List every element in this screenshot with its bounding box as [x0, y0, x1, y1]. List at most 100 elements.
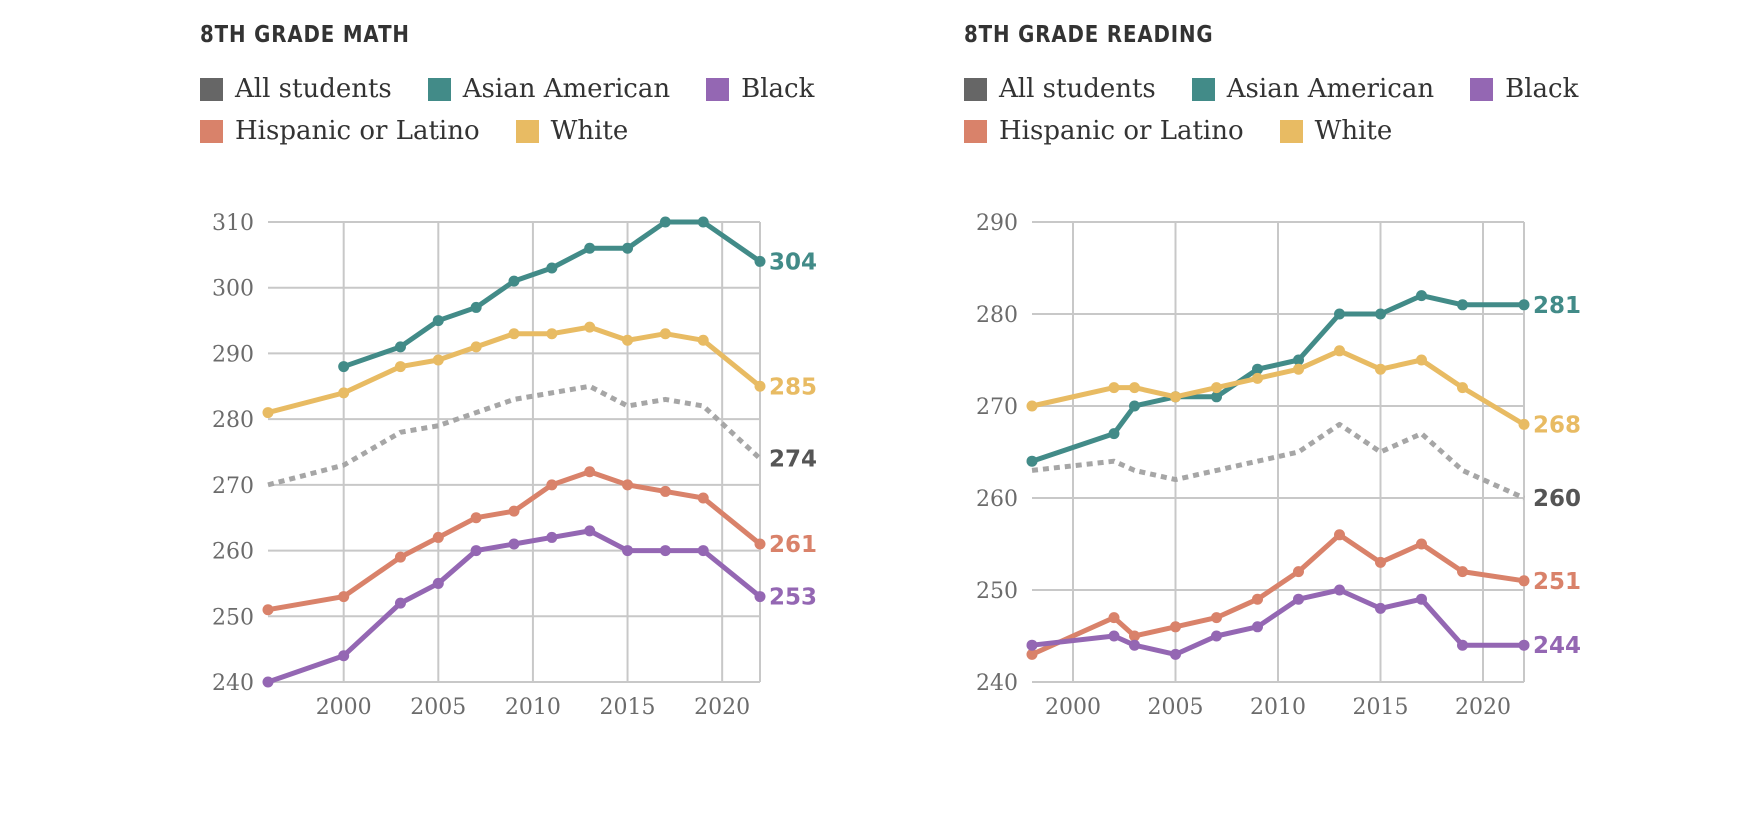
legend-swatch-all-students	[964, 77, 987, 101]
data-point	[1108, 428, 1120, 440]
series-line	[1029, 293, 1527, 464]
legend-item-black: Black	[706, 74, 814, 104]
data-point	[338, 361, 350, 373]
data-point	[584, 466, 596, 478]
end-value-label: 260	[1533, 486, 1581, 512]
legend-swatch-all-students	[200, 77, 223, 101]
data-point	[470, 545, 482, 557]
data-point	[1170, 391, 1181, 403]
data-point	[546, 531, 558, 543]
data-point	[262, 604, 274, 616]
data-point	[659, 216, 671, 228]
data-point	[1334, 308, 1345, 320]
data-point	[1375, 556, 1386, 568]
data-point	[1518, 639, 1530, 651]
data-point	[754, 255, 766, 267]
data-point	[622, 242, 634, 254]
data-point	[1129, 400, 1140, 412]
y-tick-label: 260	[212, 540, 254, 565]
legend-label: Hispanic or Latino	[999, 116, 1244, 146]
data-point	[1252, 593, 1263, 605]
legend-row: All students Asian American Black	[964, 68, 1704, 110]
data-point	[432, 315, 444, 327]
data-point	[697, 216, 709, 228]
data-point	[1375, 308, 1386, 320]
end-value-label: 274	[769, 447, 817, 473]
data-point	[338, 387, 350, 399]
data-point	[470, 512, 482, 524]
data-point	[1334, 529, 1345, 541]
data-point	[1211, 630, 1222, 642]
legend-item-all-students: All students	[200, 74, 392, 104]
legend-label: All students	[999, 74, 1156, 104]
data-point	[470, 301, 482, 313]
legend-item-hispanic-or-latino: Hispanic or Latino	[964, 116, 1244, 146]
data-point	[1457, 639, 1468, 651]
legend-swatch-black	[706, 77, 730, 101]
data-point	[1108, 382, 1120, 394]
data-point	[1518, 418, 1530, 430]
data-point	[1293, 593, 1304, 605]
data-point	[262, 407, 274, 419]
x-tick-label: 2010	[505, 695, 561, 720]
data-point	[394, 361, 406, 373]
series-line	[341, 219, 763, 370]
x-tick-label: 2020	[694, 695, 750, 720]
data-point	[338, 591, 350, 603]
data-point	[754, 591, 766, 603]
legend-row: Hispanic or Latino White	[200, 110, 940, 152]
legend-label: Black	[1505, 74, 1579, 104]
data-point	[659, 328, 671, 340]
x-tick-label: 2015	[1353, 695, 1409, 720]
legend-label: White	[550, 116, 629, 146]
data-point	[1293, 354, 1304, 366]
series-asian-american	[338, 216, 766, 373]
end-value-label: 261	[769, 532, 817, 558]
y-tick-label: 240	[212, 671, 254, 696]
series-line	[265, 528, 763, 685]
y-tick-label: 270	[976, 395, 1018, 420]
data-point	[546, 328, 558, 340]
data-point	[1518, 575, 1530, 587]
legend-label: Asian American	[1226, 74, 1435, 104]
data-point	[1416, 354, 1427, 366]
legend-item-asian-american: Asian American	[1191, 74, 1435, 104]
x-tick-label: 2005	[1148, 695, 1204, 720]
legend-swatch-white	[1279, 119, 1303, 143]
data-point	[1375, 602, 1386, 614]
data-point	[622, 479, 634, 491]
x-tick-label: 2010	[1250, 695, 1306, 720]
data-point	[1170, 621, 1181, 633]
y-tick-label: 260	[976, 487, 1018, 512]
data-point	[622, 545, 634, 557]
data-point	[584, 321, 596, 333]
data-point	[432, 577, 444, 589]
data-point	[1129, 639, 1140, 651]
legend-swatch-asian-american	[1191, 77, 1215, 101]
data-point	[697, 334, 709, 346]
data-point	[432, 354, 444, 366]
y-tick-label: 270	[212, 474, 254, 499]
data-point	[546, 262, 558, 274]
data-point	[1170, 648, 1181, 660]
x-tick-label: 2015	[600, 695, 656, 720]
legend-item-all-students: All students	[964, 74, 1156, 104]
y-tick-label: 290	[212, 342, 254, 367]
data-point	[394, 551, 406, 563]
end-value-label: 253	[769, 585, 817, 611]
series-line	[267, 383, 762, 488]
series-black	[1026, 584, 1530, 660]
data-point	[697, 492, 709, 504]
data-point	[508, 328, 520, 340]
end-value-label: 281	[1533, 293, 1581, 319]
data-point	[584, 242, 596, 254]
data-point	[1211, 391, 1222, 403]
data-point	[622, 334, 634, 346]
legend-label: Hispanic or Latino	[235, 116, 480, 146]
series-white	[1026, 345, 1530, 430]
data-point	[1129, 382, 1140, 394]
legend-swatch-black	[1470, 77, 1494, 101]
data-point	[1026, 455, 1038, 467]
data-point	[754, 380, 766, 392]
data-point	[1293, 363, 1304, 375]
